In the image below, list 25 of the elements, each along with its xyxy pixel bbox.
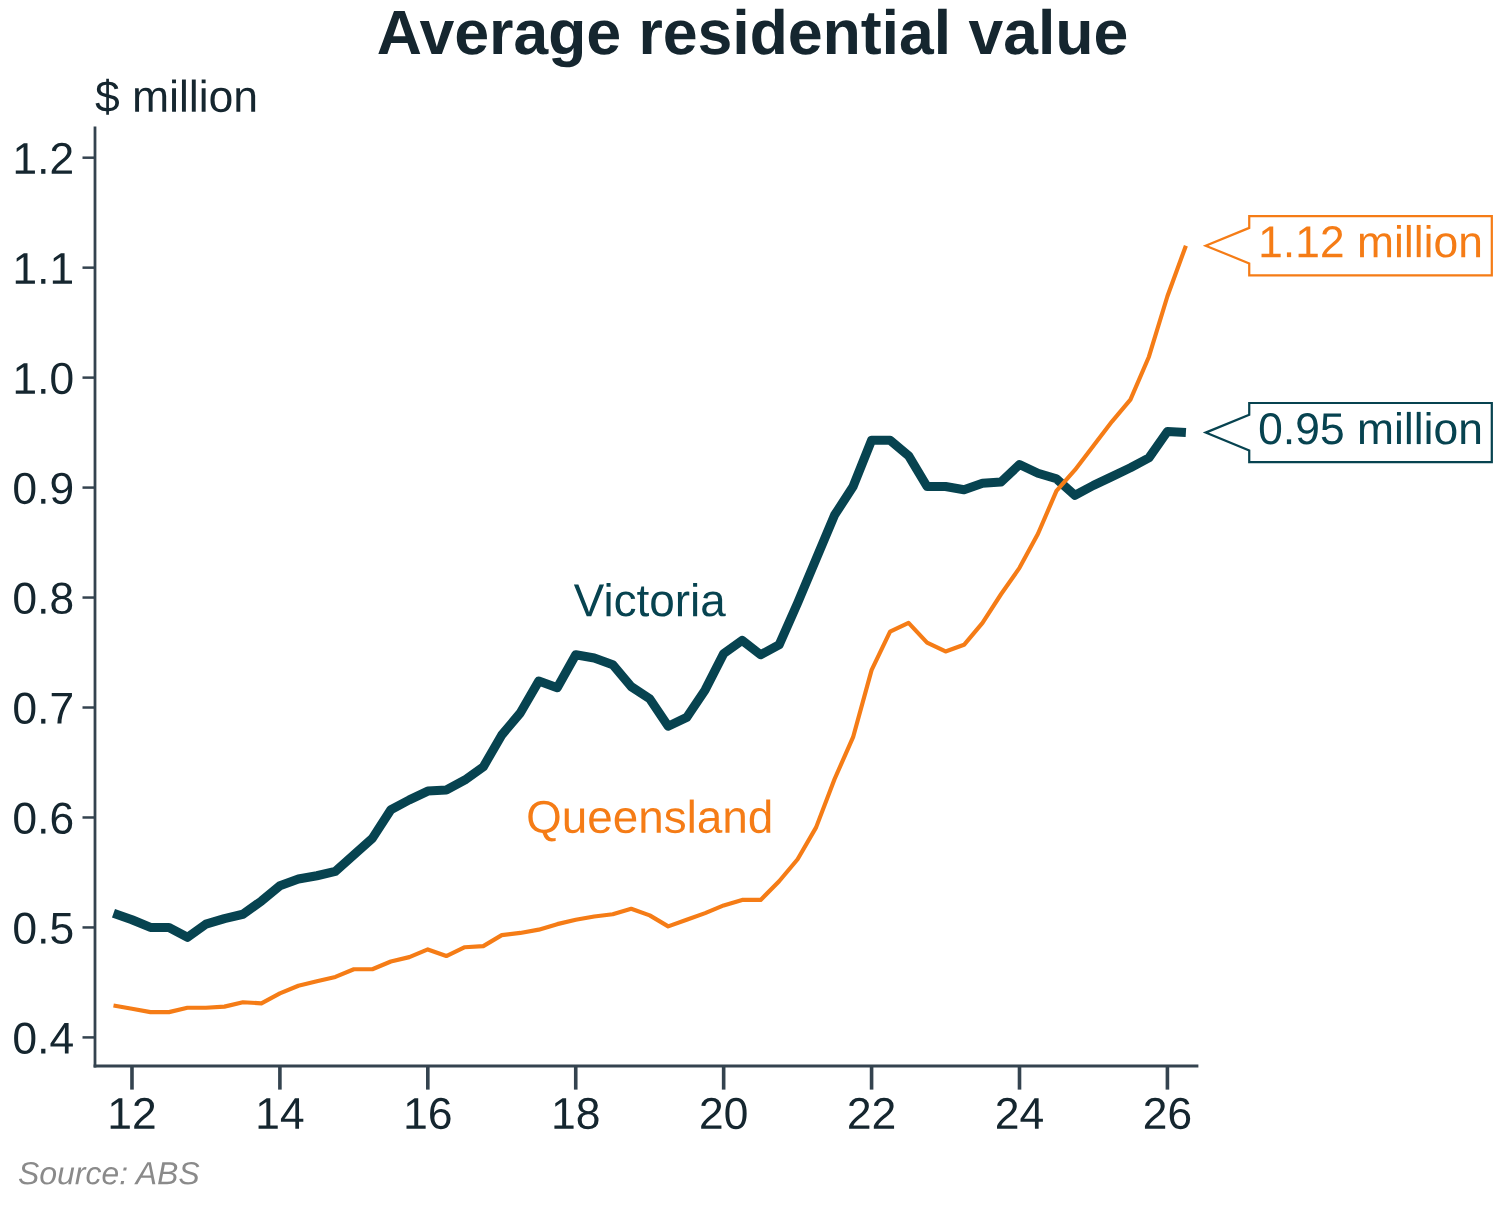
x-tick-label: 18 <box>554 1097 599 1130</box>
y-tick-label: 0.9 <box>14 472 73 505</box>
x-tick-label: 26 <box>1144 1097 1191 1130</box>
chart-title: Average residential value <box>378 8 1127 68</box>
y-tick-label: 0.4 <box>14 1022 73 1054</box>
x-tick-label: 14 <box>258 1098 304 1129</box>
y-tick-label: 0.7 <box>14 692 72 725</box>
y-tick-label: 0.8 <box>14 582 73 615</box>
x-tick-label: 12 <box>110 1097 155 1129</box>
y-tick-label: 0.6 <box>14 802 73 835</box>
x-tick-label: 16 <box>406 1097 451 1130</box>
x-tick-label: 20 <box>701 1097 747 1130</box>
y-tick-label: 1.1 <box>15 253 72 284</box>
series-label: Victoria <box>573 582 726 617</box>
source-note: Source: ABS <box>18 1161 200 1185</box>
y-tick-label: 1.0 <box>15 362 73 395</box>
line-series <box>111 243 1188 1015</box>
y-axis-title: $ million <box>95 78 256 115</box>
y-tick-label: 1.2 <box>15 142 72 174</box>
x-tick-label: 22 <box>849 1097 895 1129</box>
annotation: 1.12 million <box>1261 224 1481 258</box>
series-label: Queensland <box>528 799 771 842</box>
annotation: 0.95 million <box>1259 411 1481 445</box>
y-tick-label: 0.5 <box>14 912 73 944</box>
x-tick-label: 24 <box>997 1097 1043 1129</box>
